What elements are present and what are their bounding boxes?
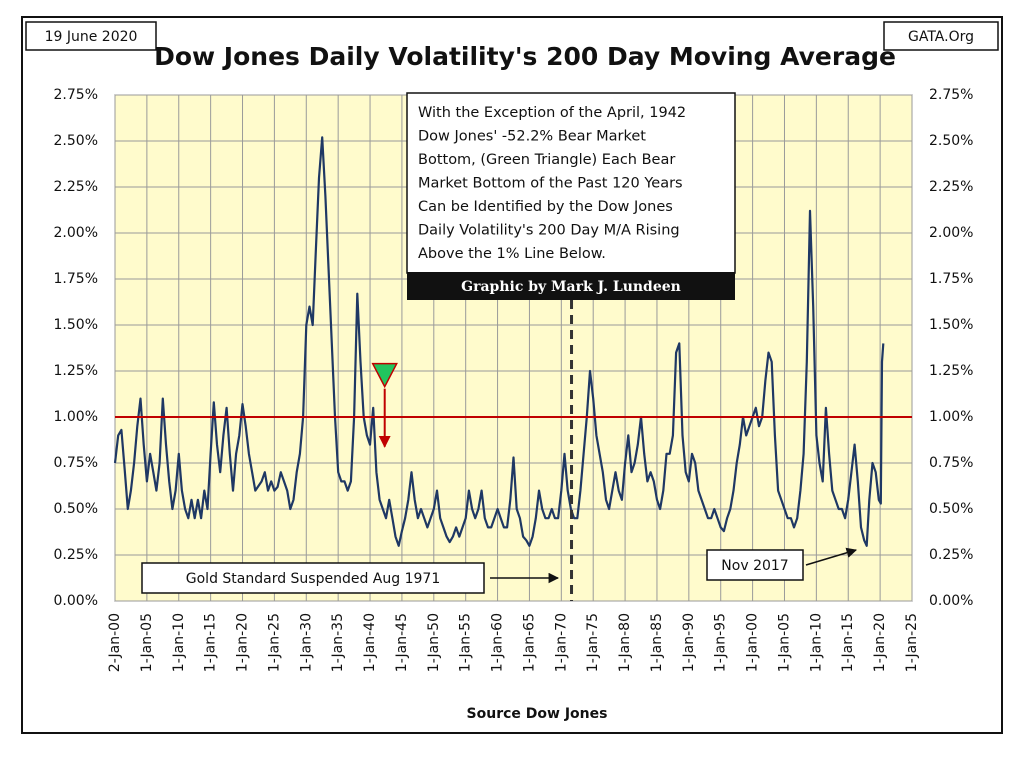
x-tick-label: 1-Jan-65 (521, 613, 537, 672)
chart-title: Dow Jones Daily Volatility's 200 Day Mov… (154, 42, 896, 71)
annotations: Graphic by Mark J. Lundeen Gold Standard… (141, 92, 858, 594)
gold-note-box (141, 562, 485, 594)
x-axis-title: Source Dow Jones (467, 706, 608, 722)
credit: Graphic by Mark J. Lundeen (461, 279, 681, 295)
x-tick-label: 1-Jan-10 (808, 613, 824, 672)
x-tick-label: 1-Jan-75 (585, 613, 601, 672)
x-tick-label: 1-Jan-30 (298, 613, 314, 672)
y2-tick-label: 2.25% (929, 179, 973, 195)
x-tick-label: 1-Jan-50 (426, 613, 442, 672)
y2-tick-label: 0.00% (929, 593, 973, 609)
y-tick-label: 0.25% (54, 547, 98, 563)
y-tick-label: 0.50% (54, 501, 98, 517)
y2-tick-label: 0.25% (929, 547, 973, 563)
highlight-triangle (371, 362, 398, 389)
source: GATA.Org (908, 29, 974, 45)
y-tick-label: 0.00% (54, 593, 98, 609)
x-tick-label: 1-Jan-85 (649, 613, 665, 672)
y2-tick-label: 0.50% (929, 501, 973, 517)
plot-area: 0.00% 0.00% 0.25% 0.25% 0.50% 0.50% 0.75% 0.75%… (54, 87, 974, 672)
x-tick-label: 1-Jan-20 (872, 613, 888, 672)
x-tick-label: 1-Jan-35 (330, 613, 346, 672)
x-tick-label: 1-Jan-05 (776, 613, 792, 672)
note-line: Above the 1% Line Below. (418, 246, 606, 262)
x-tick-label: 1-Jan-00 (745, 613, 761, 672)
x-tick-label: 1-Jan-15 (840, 613, 856, 672)
x-tick-label: 1-Jan-25 (904, 613, 920, 672)
nov-note-box (706, 549, 804, 581)
x-tick-label: 1-Jan-55 (458, 613, 474, 672)
x-tick-label: 1-Jan-25 (266, 613, 282, 672)
x-tick-label: 1-Jan-15 (203, 613, 219, 672)
date-box (25, 21, 157, 51)
note-line: With the Exception of the April, 1942 (418, 105, 686, 121)
y-tick-label: 2.00% (54, 225, 98, 241)
y2-tick-label: 1.75% (929, 271, 973, 287)
y-tick-label: 1.00% (54, 409, 98, 425)
x-tick-label: 1-Jan-80 (617, 613, 633, 672)
nov-note: Nov 2017 (721, 558, 788, 574)
y-tick-label: 0.75% (54, 455, 98, 471)
y-tick-label: 1.50% (54, 317, 98, 333)
x-tick-label: 1-Jan-70 (553, 613, 569, 672)
y2-tick-label: 1.00% (929, 409, 973, 425)
credit-box (407, 272, 735, 300)
x-tick-label: 1-Jan-40 (362, 613, 378, 672)
y2-tick-label: 2.50% (929, 133, 973, 149)
x-tick-label: 1-Jan-95 (713, 613, 729, 672)
x-tick-label: 1-Jan-10 (171, 613, 187, 672)
nov-arrow (805, 547, 858, 566)
y2-tick-label: 1.50% (929, 317, 973, 333)
y-tick-label: 2.50% (54, 133, 98, 149)
y2-tick-label: 0.75% (929, 455, 973, 471)
note-line: Can be Identified by the Dow Jones (418, 199, 673, 215)
gold-note: Gold Standard Suspended Aug 1971 (186, 571, 440, 587)
y-tick-label: 1.75% (54, 271, 98, 287)
x-tick-label: 1-Jan-60 (490, 613, 506, 672)
y2-tick-label: 1.25% (929, 363, 973, 379)
date: 19 June 2020 (45, 29, 138, 45)
data-line (113, 136, 885, 547)
y-tick-label: 2.75% (54, 87, 98, 103)
y-tick-label: 2.25% (54, 179, 98, 195)
y2-tick-label: 2.75% (929, 87, 973, 103)
x-tick-label: 2-Jan-00 (107, 613, 123, 672)
y2-tick-label: 2.00% (929, 225, 973, 241)
x-tick-label: 1-Jan-20 (235, 613, 251, 672)
note-line: Daily Volatility's 200 Day M/A Rising (418, 223, 680, 239)
x-tick-label: 1-Jan-05 (139, 613, 155, 672)
x-tick-label: 1-Jan-90 (681, 613, 697, 672)
note-line: Bottom, (Green Triangle) Each Bear (418, 152, 675, 168)
source-box (883, 21, 999, 51)
x-tick-label: 1-Jan-45 (394, 613, 410, 672)
note-line: Market Bottom of the Past 120 Years (418, 176, 683, 192)
note-line: Dow Jones' -52.2% Bear Market (418, 129, 646, 145)
y-tick-label: 1.25% (54, 363, 98, 379)
